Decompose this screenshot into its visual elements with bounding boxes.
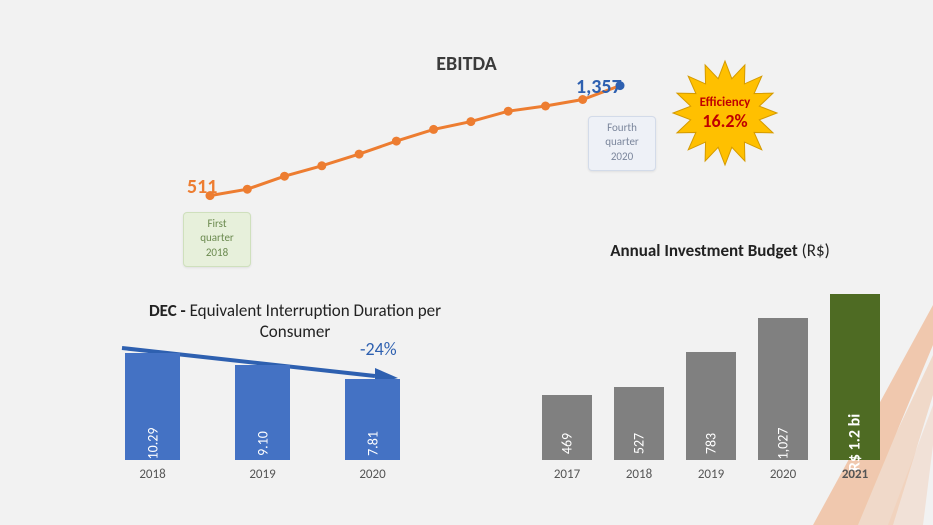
investment-bar: 1,027 xyxy=(758,318,808,460)
dec-x-label: 2018 xyxy=(125,467,180,482)
ebitda-end-value: 1,357 xyxy=(576,75,622,99)
investment-x-label: 2018 xyxy=(614,467,664,482)
investment-bar-value: 469 xyxy=(559,433,576,454)
investment-title-rest: (R$) xyxy=(798,240,830,261)
callout-text: quarter xyxy=(593,135,651,149)
investment-bar-value: 527 xyxy=(631,433,648,454)
dec-bar-value: 9.10 xyxy=(254,431,271,456)
investment-x-label: 2021 xyxy=(830,467,880,482)
investment-bar-chart: 4692017527201878320191,0272020R$ 1.2 bi2… xyxy=(530,265,910,500)
dec-x-label: 2019 xyxy=(235,467,290,482)
investment-title-bold: Annual Investment Budget xyxy=(610,240,798,261)
investment-x-label: 2019 xyxy=(686,467,736,482)
investment-bar: 527 xyxy=(614,387,664,460)
callout-text: First xyxy=(188,217,246,231)
ebitda-first-callout: First quarter 2018 xyxy=(183,212,251,267)
dec-bar: 10.29 xyxy=(125,353,180,460)
dec-bar: 7.81 xyxy=(345,379,400,460)
investment-bar-value: 1,027 xyxy=(775,428,792,460)
ebitda-start-value: 511 xyxy=(187,175,217,199)
investment-bar-highlight: R$ 1.2 bi xyxy=(830,294,880,460)
investment-title: Annual Investment Budget (R$) xyxy=(540,240,900,261)
efficiency-starburst: Efficiency 16.2% xyxy=(670,58,780,168)
ebitda-fourth-callout: Fourth quarter 2020 xyxy=(588,116,656,171)
callout-text: 2018 xyxy=(188,246,246,260)
investment-x-label: 2020 xyxy=(758,467,808,482)
dec-bar-value: 7.81 xyxy=(364,431,381,456)
callout-text: Fourth xyxy=(593,121,651,135)
dec-bar-value: 10.29 xyxy=(144,428,161,460)
investment-x-label: 2017 xyxy=(542,467,592,482)
starburst-line2: 16.2% xyxy=(702,110,747,132)
investment-bar-value: R$ 1.2 bi xyxy=(846,414,865,471)
dec-bar: 9.10 xyxy=(235,365,290,460)
starburst-line1: Efficiency xyxy=(700,95,751,110)
slide: { "ebitda_chart": { "title": "EBITDA", "… xyxy=(0,0,933,525)
callout-text: 2020 xyxy=(593,150,651,164)
investment-bar-value: 783 xyxy=(703,433,720,454)
dec-x-label: 2020 xyxy=(345,467,400,482)
callout-text: quarter xyxy=(188,231,246,245)
investment-bar: 469 xyxy=(542,395,592,460)
dec-bar-chart: 10.29 2018 9.10 2019 7.81 2020 xyxy=(105,300,445,500)
investment-bar: 783 xyxy=(686,352,736,460)
